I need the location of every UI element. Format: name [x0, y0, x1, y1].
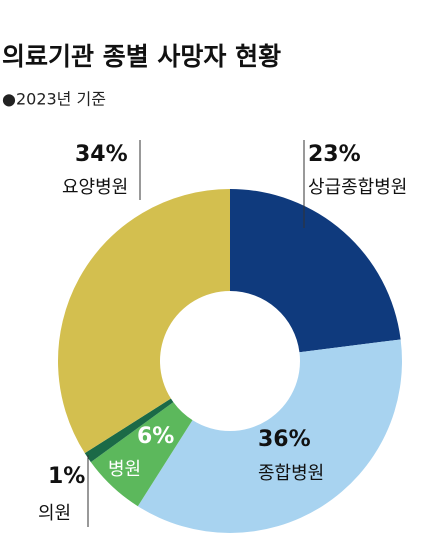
pie-slice [90, 402, 193, 507]
category-label: 요양병원 [62, 177, 128, 198]
chart-subtitle: ●2023년 기준 [2, 90, 106, 109]
pie-slice [230, 189, 401, 353]
category-label: 병원 [108, 459, 141, 480]
category-label: 의원 [38, 503, 71, 524]
category-label: 상급종합병원 [308, 177, 407, 198]
value-label: 23% [308, 142, 361, 167]
value-label: 34% [75, 142, 128, 167]
chart-title: 의료기관 종별 사망자 현황 [2, 42, 281, 71]
value-label: 6% [137, 424, 174, 449]
pie-slice [58, 189, 231, 454]
pie-slice [137, 339, 403, 533]
value-label: 36% [258, 427, 311, 452]
value-label: 1% [48, 464, 85, 489]
pie-slice [84, 398, 174, 463]
category-label: 종합병원 [258, 463, 324, 484]
